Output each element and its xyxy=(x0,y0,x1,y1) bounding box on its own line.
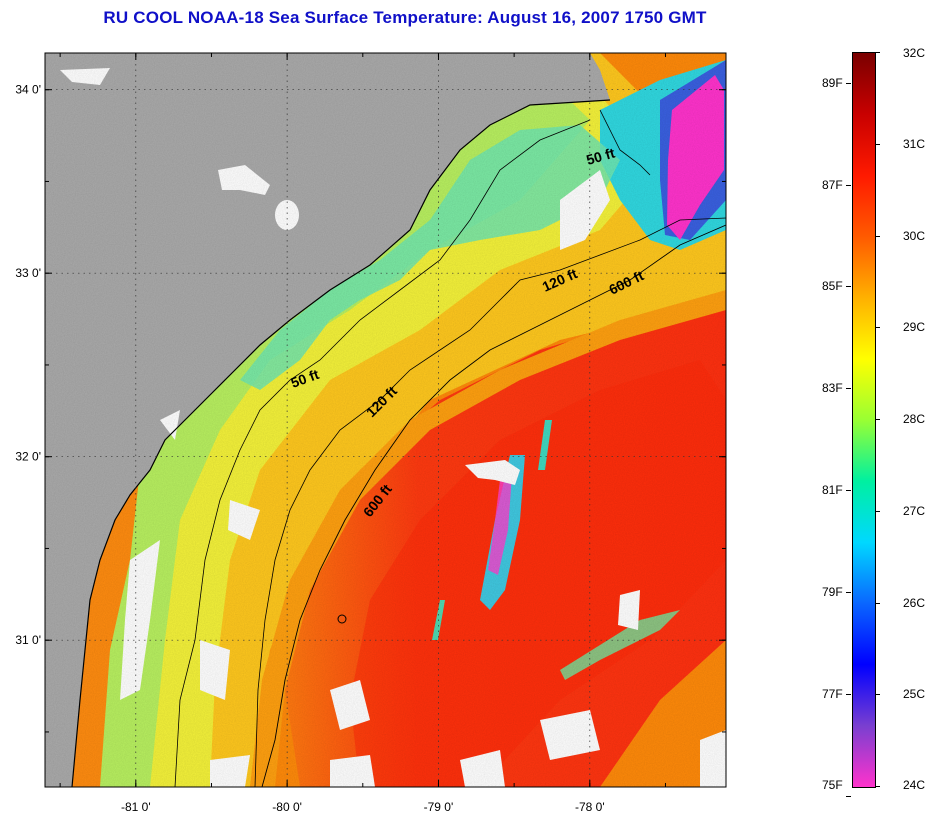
station-marker xyxy=(337,614,347,624)
lon-label: -78 0' xyxy=(575,800,605,814)
colorbar-fahrenheit-label: 79F xyxy=(822,585,843,600)
colorbar-celsius-label: 30C xyxy=(903,228,926,243)
colorbar-tick xyxy=(846,184,851,186)
colorbar-fahrenheit-label: 75F xyxy=(822,778,843,792)
lat-labels: 34 0' 33 0' 32 0' 31 0' xyxy=(15,83,41,648)
axis-ticks xyxy=(45,53,726,787)
colorbar-tick xyxy=(875,235,880,237)
lat-label: 34 0' xyxy=(15,83,41,97)
lon-label: -81 0' xyxy=(121,800,151,814)
map-title: RU COOL NOAA-18 Sea Surface Temperature:… xyxy=(103,8,707,27)
lat-lon-grid xyxy=(45,53,726,787)
colorbar-tick xyxy=(875,510,880,512)
map-frame xyxy=(44,52,727,788)
colorbar-celsius-label: 32C xyxy=(903,46,926,60)
isobath-120ft xyxy=(254,217,726,787)
colorbar-fahrenheit-label: 87F xyxy=(822,177,843,192)
colorbar-tick xyxy=(846,286,851,288)
colorbar-tick xyxy=(846,796,851,798)
colorbar-fahrenheit-label: 77F xyxy=(822,687,843,702)
lat-label: 32 0' xyxy=(15,450,41,464)
colorbar-tick xyxy=(875,694,880,696)
colorbar-fahrenheit-label: 89F xyxy=(822,75,843,90)
lat-label: 33 0' xyxy=(15,266,41,280)
colorbar-fahrenheit-label: 83F xyxy=(822,381,843,396)
lon-labels: -81 0' -80 0' -79 0' -78 0' xyxy=(121,800,605,814)
lon-label: -80 0' xyxy=(272,800,302,814)
colorbar-celsius-label: 29C xyxy=(903,320,926,335)
colorbar-tick xyxy=(846,388,851,390)
colorbar-tick xyxy=(875,786,880,787)
colorbar-tick xyxy=(875,327,880,329)
colorbar-tick xyxy=(875,143,880,145)
colorbar-tick xyxy=(846,490,851,492)
colorbar xyxy=(852,52,876,788)
colorbar-tick xyxy=(846,592,851,594)
colorbar-celsius-label: 26C xyxy=(903,595,926,610)
colorbar-celsius-label: 28C xyxy=(903,412,926,426)
isobath-600ft xyxy=(261,224,726,787)
colorbar-tick xyxy=(846,694,851,696)
colorbar-celsius-label: 24C xyxy=(903,778,926,792)
colorbar-tick xyxy=(875,602,880,604)
colorbar-tick xyxy=(875,52,880,53)
lat-label: 31 0' xyxy=(15,633,41,647)
colorbar-celsius-label: 27C xyxy=(903,503,926,518)
isobath-50ft xyxy=(174,109,651,787)
lon-label: -79 0' xyxy=(424,800,454,814)
isobath-label-50ft-ne: 50 ft xyxy=(584,144,616,167)
colorbar-celsius-label: 25C xyxy=(903,687,926,702)
colorbar-celsius-label: 31C xyxy=(903,136,926,151)
coastline xyxy=(71,99,611,787)
colorbar-fahrenheit-label: 81F xyxy=(822,483,843,498)
colorbar-fahrenheit-label: 85F xyxy=(822,279,843,294)
colorbar-tick xyxy=(846,82,851,84)
colorbar-tick xyxy=(875,419,880,420)
